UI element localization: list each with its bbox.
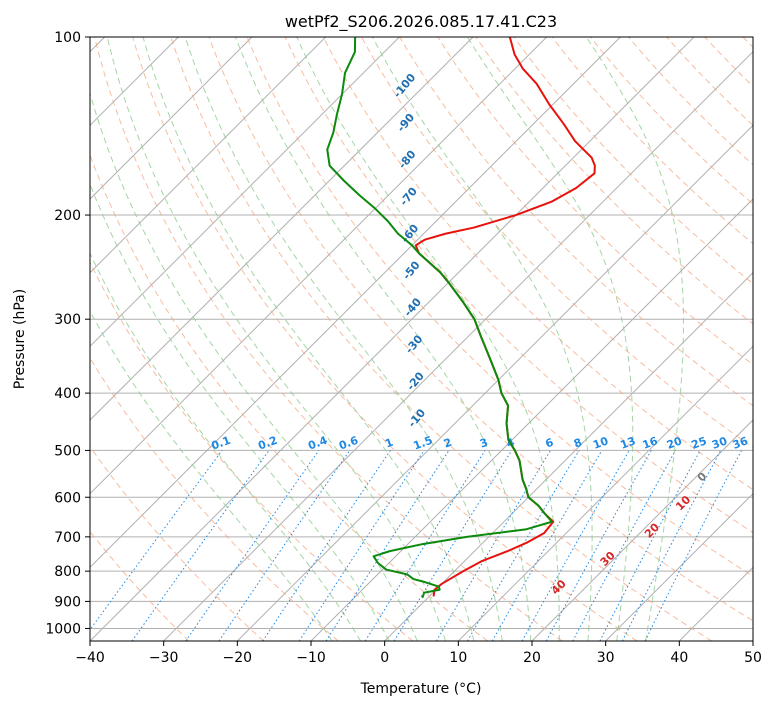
- x-tick-label: −10: [296, 650, 326, 666]
- y-axis-label: Pressure (hPa): [12, 289, 28, 389]
- x-axis-label: Temperature (°C): [360, 681, 482, 697]
- x-tick-label: 20: [523, 650, 541, 666]
- x-tick-label: 10: [449, 650, 467, 666]
- y-tick-label: 500: [54, 443, 81, 459]
- y-tick-label: 400: [54, 386, 81, 402]
- y-tick-label: 1000: [45, 621, 81, 637]
- y-tick-label: 600: [54, 490, 81, 506]
- chart-title: wetPf2_S206.2026.085.17.41.C23: [285, 12, 557, 32]
- y-tick-label: 100: [54, 30, 81, 46]
- y-tick-label: 700: [54, 530, 81, 546]
- y-tick-label: 800: [54, 564, 81, 580]
- x-tick-label: −20: [223, 650, 253, 666]
- x-tick-label: 30: [597, 650, 615, 666]
- x-tick-label: 50: [744, 650, 762, 666]
- x-tick-label: 0: [380, 650, 389, 666]
- x-tick-label: −30: [149, 650, 179, 666]
- x-tick-label: −40: [75, 650, 105, 666]
- y-tick-label: 200: [54, 208, 81, 224]
- y-tick-label: 300: [54, 312, 81, 328]
- y-tick-label: 900: [54, 594, 81, 610]
- x-tick-label: 40: [670, 650, 688, 666]
